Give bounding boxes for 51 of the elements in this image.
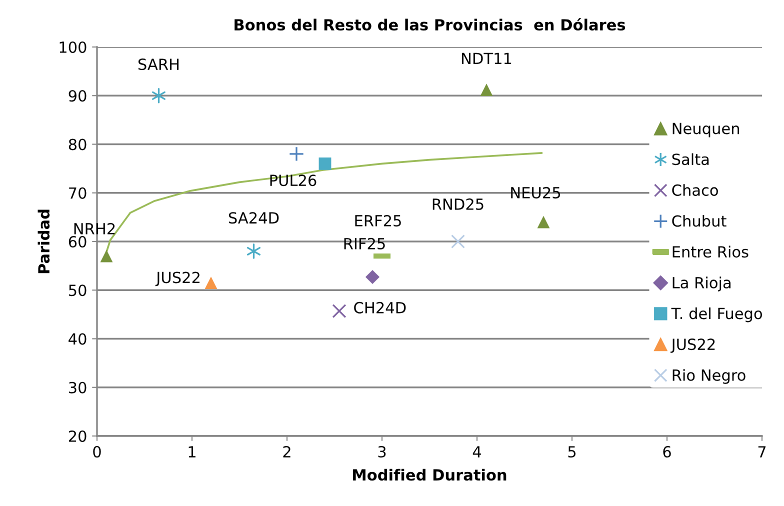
annotation: ERF25 bbox=[355, 214, 401, 227]
legend-label: Neuquen bbox=[672, 122, 740, 138]
annotation: RIF25 bbox=[344, 238, 385, 250]
legend-label: Entre Rios bbox=[672, 246, 748, 258]
y-tick-label: 30 bbox=[69, 382, 86, 394]
point bbox=[100, 250, 113, 262]
x-tick-label: 1 bbox=[188, 446, 196, 458]
point bbox=[365, 270, 380, 284]
point bbox=[247, 244, 260, 259]
annotation: NEU25 bbox=[511, 186, 560, 198]
chart-title: Bonos del Resto de las Provincias en Dólares bbox=[234, 18, 626, 31]
legend-label: Chaco bbox=[672, 184, 718, 196]
x-tick-label: 6 bbox=[663, 446, 671, 458]
y-tick-label: 80 bbox=[68, 138, 86, 150]
x-tick-label: 5 bbox=[568, 446, 576, 458]
x-axis-title: Modified Duration bbox=[353, 468, 506, 481]
x-tick-label: 2 bbox=[283, 446, 290, 458]
legend-label: JUS22 bbox=[670, 338, 715, 353]
y-tick-label: 20 bbox=[68, 430, 86, 442]
y-tick-label: 60 bbox=[68, 236, 86, 248]
y-tick-label: 40 bbox=[68, 333, 86, 345]
point bbox=[450, 234, 466, 249]
point bbox=[318, 157, 332, 170]
annotation: RND25 bbox=[432, 198, 484, 210]
point bbox=[537, 216, 550, 228]
point bbox=[152, 88, 166, 104]
point bbox=[288, 146, 304, 162]
annotation: NRH2 bbox=[74, 222, 115, 234]
annotation: SARH bbox=[138, 58, 179, 70]
legend-label: Salta bbox=[672, 153, 709, 166]
point bbox=[332, 304, 346, 318]
y-tick-label: 100 bbox=[60, 41, 86, 54]
legend-label: Rio Negro bbox=[672, 369, 746, 384]
x-tick-label: 3 bbox=[378, 446, 386, 458]
y-tick-label: 70 bbox=[69, 187, 86, 199]
annotation: JUS22 bbox=[155, 272, 200, 286]
point bbox=[480, 84, 493, 96]
annotation: SA24D bbox=[228, 212, 279, 224]
y-tick-label: 50 bbox=[69, 284, 86, 296]
annotation: NDT11 bbox=[462, 52, 512, 64]
y-axis-title: Paridad bbox=[38, 210, 50, 274]
annotation: PUL26 bbox=[270, 174, 316, 186]
x-tick-label: 0 bbox=[93, 446, 101, 458]
y-tick-label: 90 bbox=[68, 90, 86, 102]
x-tick-label: 7 bbox=[758, 446, 766, 458]
legend-label: La Rioja bbox=[672, 276, 730, 292]
legend-label: Chubut bbox=[672, 214, 726, 227]
x-tick-label: 4 bbox=[472, 446, 482, 458]
annotation: CH24D bbox=[354, 302, 406, 314]
point bbox=[204, 276, 218, 290]
legend-label: T. del Fuego bbox=[671, 307, 762, 322]
